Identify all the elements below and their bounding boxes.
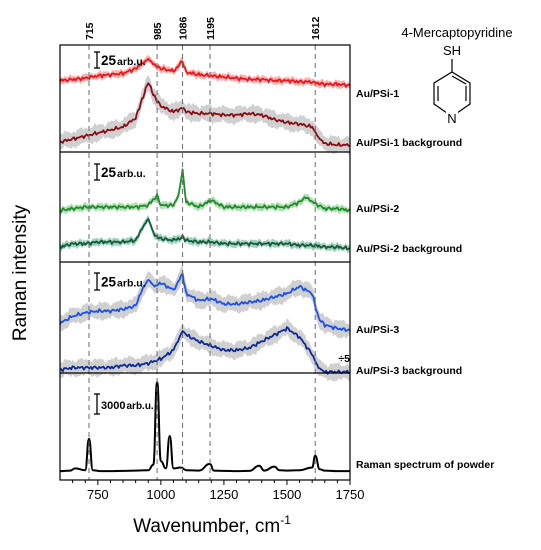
x-tick-label-1000: 1000 [146,487,175,502]
series-label-3-2: Au/PSi-3 background [356,365,462,377]
scale-bar-value-1: 25 [101,53,117,68]
scale-bar-unit-4: arb.u. [126,401,153,412]
series-label-4-1: Raman spectrum of powder [356,459,494,471]
scale-bar-1: 25arb.u. [94,51,146,69]
scale-bar-unit-3: arb.u. [117,278,146,290]
molecule-n-bg [446,111,458,124]
x-axis-title-sup: -1 [280,513,291,527]
scale-bar-label-3: 25arb.u. [101,275,146,290]
scale-bar-unit-1: arb.u. [117,56,146,68]
series-label-1-2: Au/PSi-1 background [356,137,462,149]
scale-bar-label-1: 25arb.u. [101,53,146,68]
series-annotation-3-2: ÷5 [338,353,350,365]
molecule-name: 4-Mercaptopyridine [401,25,512,40]
molecule-thiol-label: SH [443,43,461,58]
series-label-2-2: Au/PSi-2 background [356,243,462,255]
x-axis-layer: 750 1000 1250 1500 1750 [72,480,365,502]
x-tick-label-1500: 1500 [272,487,301,502]
scale-bar-value-3: 25 [101,275,117,290]
series-band-2-2 [60,215,350,253]
scale-bar-2: 25arb.u. [94,163,146,181]
plot-frame-layer [59,44,351,481]
series-band-3-1 [60,264,350,339]
molecule-ring [433,71,471,114]
panel-4: Raman spectrum of powder 3000arb.u. [59,381,494,473]
peak-label-1195: 1195 [205,17,217,40]
panel-1: Au/PSi-1 Au/PSi-1 background 25arb.u. [59,51,462,156]
series-line-2-1 [59,168,351,213]
panel-2: Au/PSi-2 Au/PSi-2 background 25arb.u. [59,163,462,255]
series-label-1-1: Au/PSi-1 [356,88,399,100]
scale-bar-value-2: 25 [101,165,117,180]
x-tick-label-1250: 1250 [209,487,238,502]
y-axis-title: Raman intensity [10,204,31,341]
peak-label-1086: 1086 [178,16,190,40]
series-band-2-1 [60,165,350,216]
series-line-1-1 [59,57,351,88]
series-label-3-1: Au/PSi-3 [356,324,399,336]
molecule-double-bond-3 [451,75,467,85]
molecule-nitrogen-label: N [447,111,456,126]
series-line-3-2 [59,326,351,375]
x-tick-label-1750: 1750 [336,487,365,502]
series-line-3-1 [59,272,351,332]
scale-bar-value-4: 3000 [101,400,125,412]
scale-bar-4: 3000arb.u. [94,393,154,415]
scale-bar-label-4: 3000arb.u. [101,400,154,412]
panels-layer: Au/PSi-1Au/PSi-1 background25arb.u.Au/PS… [59,51,494,473]
scale-bar-unit-2: arb.u. [117,168,146,180]
series-line-1-2 [59,82,351,148]
x-axis-title-main: Wavenumber, cm [133,516,280,537]
peak-label-985: 985 [152,22,164,40]
series-label-2-1: Au/PSi-2 [356,203,399,215]
series-band-1-2 [60,75,350,156]
x-tick-label-750: 750 [87,487,109,502]
x-axis-title: Wavenumber, cm-1 [133,513,291,537]
molecule-structure: 4-Mercaptopyridine SH N [401,25,512,126]
peak-label-715: 715 [84,22,96,40]
scale-bar-3: 25arb.u. [94,272,146,291]
series-line-4-1 [59,381,350,473]
scale-bar-label-2: 25arb.u. [101,165,146,180]
series-line-2-2 [59,217,350,251]
panel-3: Au/PSi-3 Au/PSi-3 background ÷5 25arb.u. [59,264,462,382]
peak-label-1612: 1612 [310,16,322,40]
